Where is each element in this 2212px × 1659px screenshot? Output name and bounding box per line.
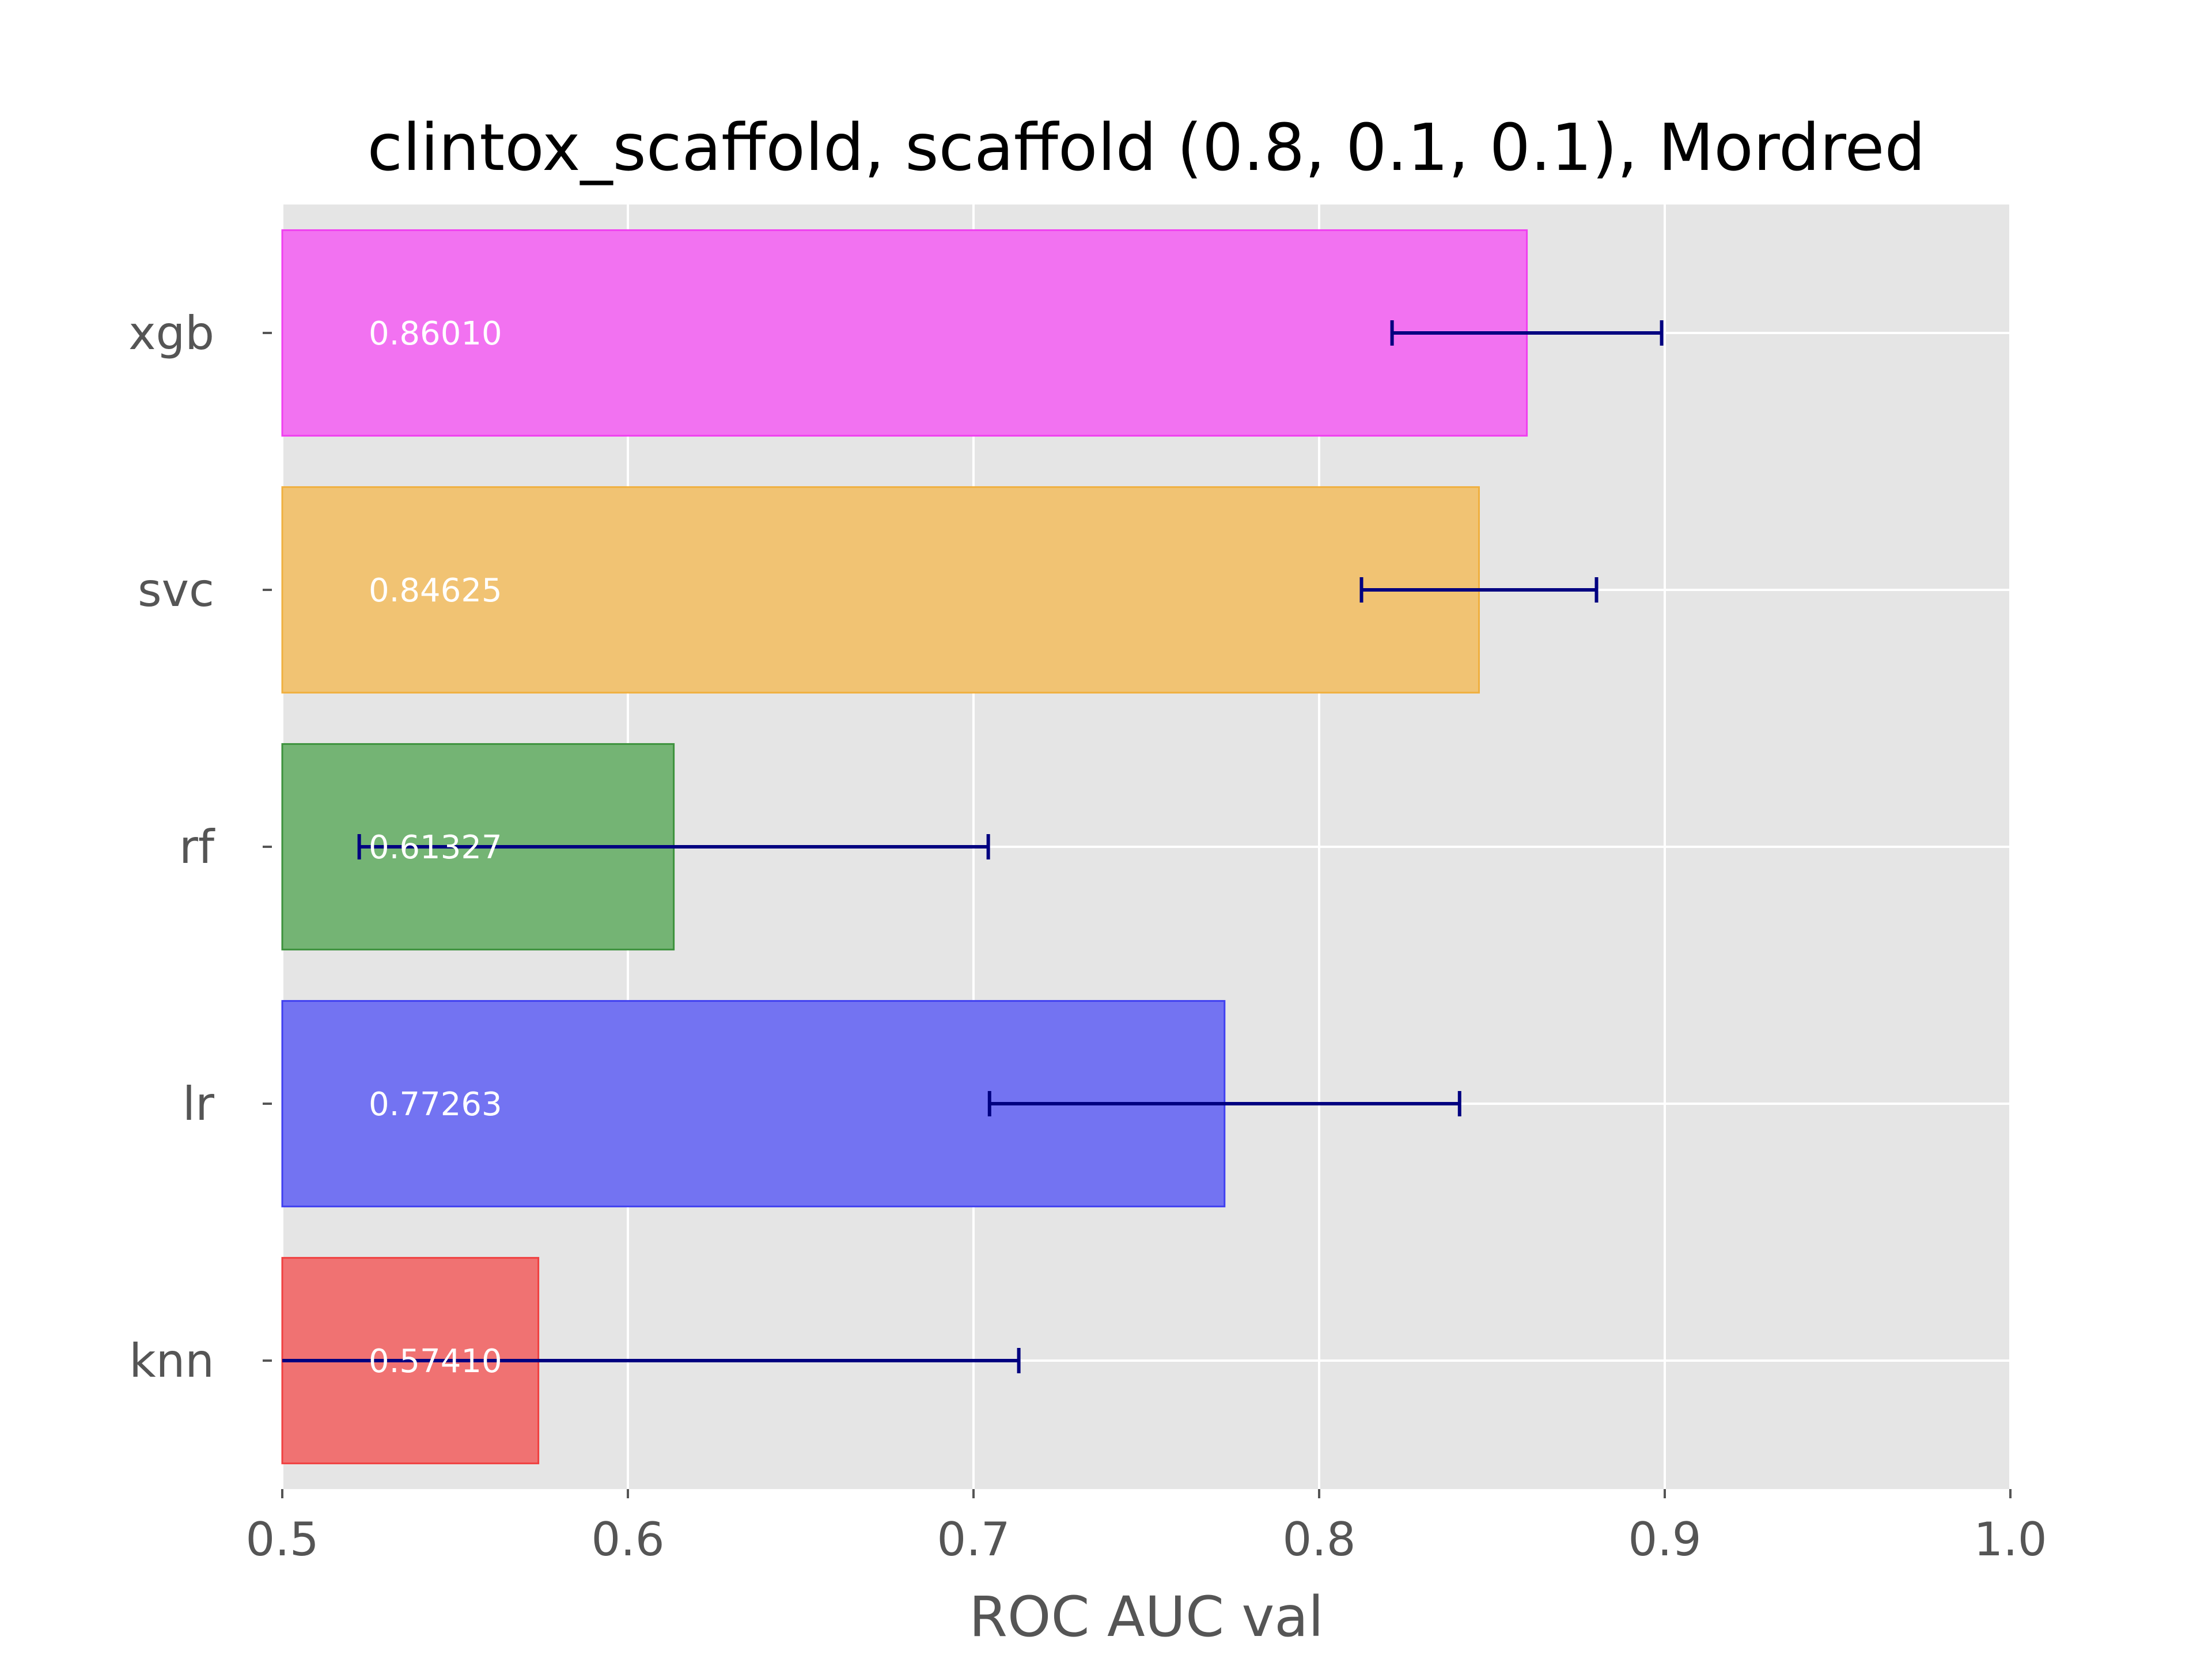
value-label-lr: 0.77263 bbox=[369, 1086, 502, 1123]
x-tick-label: 0.5 bbox=[245, 1513, 319, 1566]
error-bar-xgb bbox=[1390, 320, 1664, 346]
x-tick-label: 0.7 bbox=[937, 1513, 1010, 1566]
x-axis-label: ROC AUC val bbox=[969, 1585, 1324, 1649]
error-bar-lr bbox=[987, 1091, 1461, 1116]
value-label-rf: 0.61327 bbox=[369, 829, 502, 866]
x-tick-label: 0.9 bbox=[1628, 1513, 1701, 1566]
error-bar-svc bbox=[1359, 577, 1599, 603]
x-axis-ticks: 0.5 0.6 0.7 0.8 0.9 1.0 bbox=[245, 1489, 2047, 1566]
chart-title: clintox_scaffold, scaffold (0.8, 0.1, 0.… bbox=[367, 111, 1925, 185]
x-tick-label: 0.8 bbox=[1282, 1513, 1355, 1566]
value-label-svc: 0.84625 bbox=[369, 572, 502, 609]
y-tick-label: xgb bbox=[128, 306, 214, 360]
bars bbox=[281, 229, 1528, 1464]
value-label-knn: 0.57410 bbox=[369, 1343, 502, 1380]
y-tick-label: svc bbox=[138, 563, 214, 617]
value-label-xgb: 0.86010 bbox=[369, 315, 502, 353]
x-tick-label: 0.6 bbox=[591, 1513, 664, 1566]
error-bar-knn bbox=[282, 1348, 1021, 1373]
bar-xgb bbox=[281, 229, 1528, 437]
y-tick-label: lr bbox=[183, 1077, 214, 1131]
y-tick-label: rf bbox=[179, 820, 215, 874]
x-tick-label: 1.0 bbox=[1974, 1513, 2047, 1566]
error-bars bbox=[282, 320, 1664, 1373]
y-tick-label: knn bbox=[129, 1334, 214, 1388]
y-axis-ticks: knn lr rf svc xgb bbox=[128, 306, 272, 1388]
error-bar-rf bbox=[357, 834, 990, 859]
data-labels: 0.57410 0.77263 0.61327 0.84625 0.86010 bbox=[369, 315, 502, 1380]
